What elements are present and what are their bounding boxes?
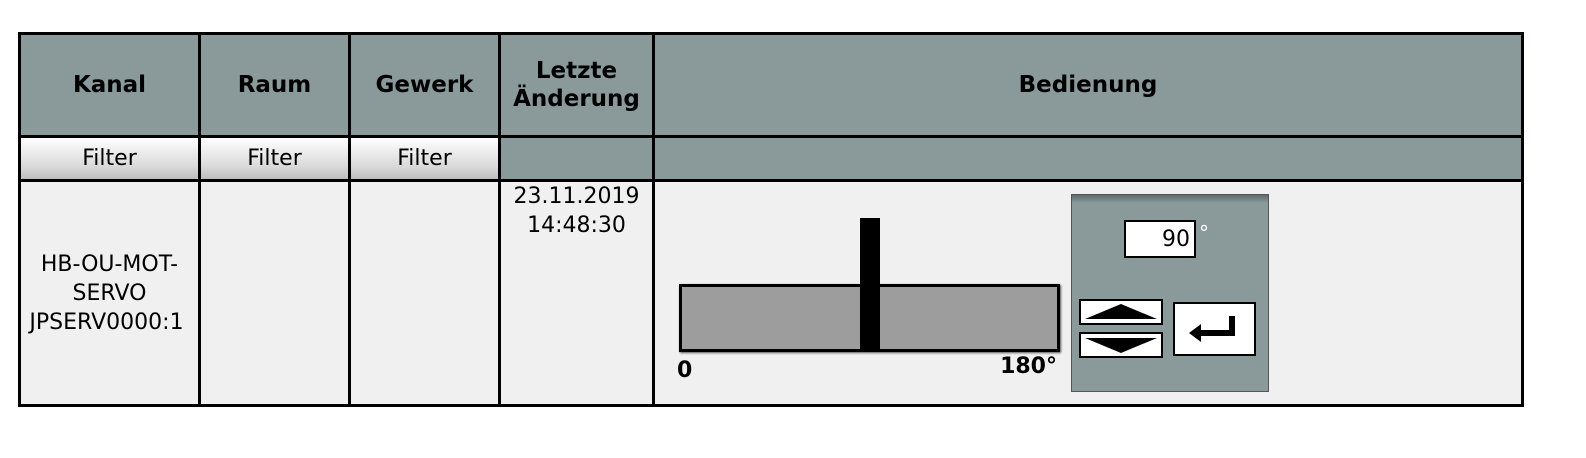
last-change-date: 23.11.2019 [513,184,640,209]
cell-raum [198,179,351,407]
last-change-time: 14:48:30 [527,213,626,238]
filter-cell-gewerk: Filter [348,135,501,182]
cell-kanal: HB-OU-MOT- SERVO JPSERV0000:1 [18,179,201,407]
cell-letzte-aenderung: 23.11.2019 14:48:30 [498,179,655,407]
header-raum[interactable]: Raum [198,32,351,138]
slider-thumb[interactable] [859,218,880,352]
channel-name-line1: HB-OU-MOT- [40,251,179,277]
enter-icon [1175,316,1254,358]
filter-button-gewerk[interactable]: Filter [351,138,498,179]
filter-cell-empty-bedienung [652,135,1524,182]
increase-button[interactable] [1079,299,1163,325]
filter-button-raum[interactable]: Filter [201,138,348,179]
header-row: Kanal Raum Gewerk Letzte Änderung Bedien… [18,32,1524,138]
angle-unit: ° [1199,221,1209,245]
angle-value-input[interactable] [1124,220,1196,258]
slider-min-label: 0 [677,358,693,383]
control-panel: ° [1071,194,1269,392]
cell-bedienung: 0 180° ° [652,179,1524,407]
header-bedienung: Bedienung [652,32,1524,138]
apply-button[interactable] [1173,302,1256,356]
header-kanal[interactable]: Kanal [18,32,201,138]
table-row: HB-OU-MOT- SERVO JPSERV0000:1 23.11.2019… [18,179,1524,407]
header-gewerk[interactable]: Gewerk [348,32,501,138]
channel-table: Kanal Raum Gewerk Letzte Änderung Bedien… [18,32,1524,407]
cell-gewerk [348,179,501,407]
filter-cell-empty-date [498,135,655,182]
servo-slider[interactable]: 0 180° [677,218,1060,388]
filter-row: Filter Filter Filter [18,135,1524,182]
header-letzte-line1: Letzte [535,58,618,84]
channel-name-line2: SERVO [72,280,147,306]
panel-bevel [1072,195,1268,203]
filter-cell-raum: Filter [198,135,351,182]
slider-max-label: 180° [1000,354,1057,379]
channel-address: JPSERV0000:1 [29,309,184,335]
filter-button-kanal[interactable]: Filter [21,138,198,179]
header-letzte-line2: Änderung [513,86,640,112]
decrease-button[interactable] [1079,332,1163,358]
filter-cell-kanal: Filter [18,135,201,182]
header-letzte-aenderung[interactable]: Letzte Änderung [498,32,655,138]
